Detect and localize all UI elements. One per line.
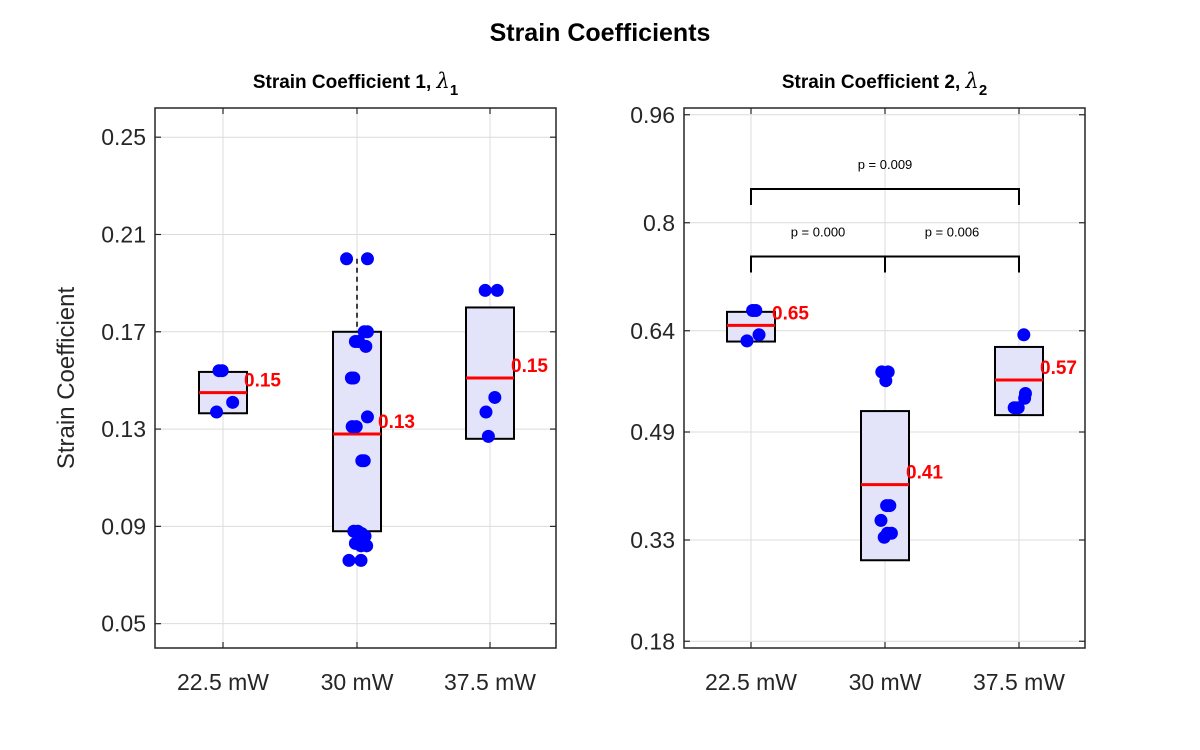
subplot-title-text: Strain Coefficient 2, [782, 72, 966, 93]
data-point [340, 252, 354, 266]
data-point [752, 328, 766, 342]
box [465, 306, 515, 440]
median-value-label: 0.15 [511, 356, 548, 377]
subplot-title-subscript: 2 [979, 82, 987, 99]
y-tick-label: 0.18 [630, 628, 675, 654]
subplot-title: Strain Coefficient 2, λ2 [782, 69, 987, 99]
data-point [360, 252, 374, 266]
x-tick-label: 30 mW [849, 669, 922, 695]
data-point [226, 395, 240, 409]
median-value-label: 0.57 [1040, 358, 1077, 379]
median-value-label: 0.13 [378, 412, 415, 433]
subplot-title-text: Strain Coefficient 1, [253, 72, 437, 93]
y-tick-label: 0.21 [101, 221, 146, 247]
x-tick-label: 30 mW [321, 669, 394, 695]
y-tick-label: 0.8 [643, 210, 675, 236]
p-value-label: p = 0.000 [791, 225, 846, 240]
data-point [342, 553, 356, 567]
median-value-label: 0.65 [772, 303, 809, 324]
x-tick-label: 22.5 mW [705, 669, 797, 695]
data-point [360, 410, 374, 424]
y-tick-label: 0.25 [101, 124, 146, 150]
y-tick-label: 0.49 [630, 419, 675, 445]
data-point [879, 374, 893, 388]
data-point [1018, 391, 1032, 405]
x-tick-label: 37.5 mW [444, 669, 536, 695]
data-point [490, 283, 504, 297]
subplot-title-symbol: λ [965, 69, 979, 93]
subplot-title: Strain Coefficient 1, λ1 [253, 69, 458, 99]
data-point [874, 513, 888, 527]
data-point [883, 499, 897, 513]
data-point [1017, 328, 1031, 342]
subplot-title-subscript: 1 [450, 82, 458, 99]
data-point [478, 283, 492, 297]
y-axis-label: Strain Coefficient [53, 287, 80, 470]
p-value-label: p = 0.006 [925, 225, 980, 240]
subplot-strain-coefficient-1: 0.05 0.09 0.13 0.17 0.21 0.25 22.5 mW 30 mW 37.5… [101, 69, 557, 695]
data-point [349, 420, 363, 434]
median-value-label: 0.15 [244, 371, 281, 392]
y-tick-label: 0.17 [101, 319, 146, 345]
p-value-label: p = 0.009 [858, 157, 913, 172]
y-tick-label: 0.09 [101, 513, 146, 539]
subplot-title-symbol: λ [436, 69, 450, 93]
data-point [357, 454, 371, 468]
data-point [481, 429, 495, 443]
data-point [740, 334, 754, 348]
y-tick-label: 0.13 [101, 416, 146, 442]
significance-bracket [884, 255, 1020, 273]
axes-frame [154, 107, 557, 649]
y-tick-label: 0.96 [630, 102, 675, 128]
data-point [347, 371, 361, 385]
data-point [210, 405, 224, 419]
data-point [359, 339, 373, 353]
data-point [877, 530, 891, 544]
significance-bracket [750, 188, 1020, 205]
median-value-label: 0.41 [906, 463, 943, 484]
x-tick-label: 22.5 mW [177, 669, 269, 695]
data-point [749, 304, 763, 317]
data-point [215, 364, 229, 378]
y-tick-label: 0.33 [630, 527, 675, 553]
data-point [360, 325, 374, 339]
data-point [479, 405, 493, 419]
data-point [360, 539, 374, 553]
data-point [358, 529, 372, 543]
x-tick-label: 37.5 mW [973, 669, 1065, 695]
figure-title: Strain Coefficients [490, 19, 711, 47]
y-tick-label: 0.05 [101, 611, 146, 637]
data-point [488, 390, 502, 404]
significance-bracket [750, 255, 886, 273]
data-point [354, 553, 368, 567]
subplot-strain-coefficient-2: 0.18 0.33 0.49 0.64 0.8 0.96 22.5 mW 30 mW 37.5 … [630, 69, 1086, 695]
y-tick-label: 0.64 [630, 318, 675, 344]
data-point [1011, 401, 1025, 415]
